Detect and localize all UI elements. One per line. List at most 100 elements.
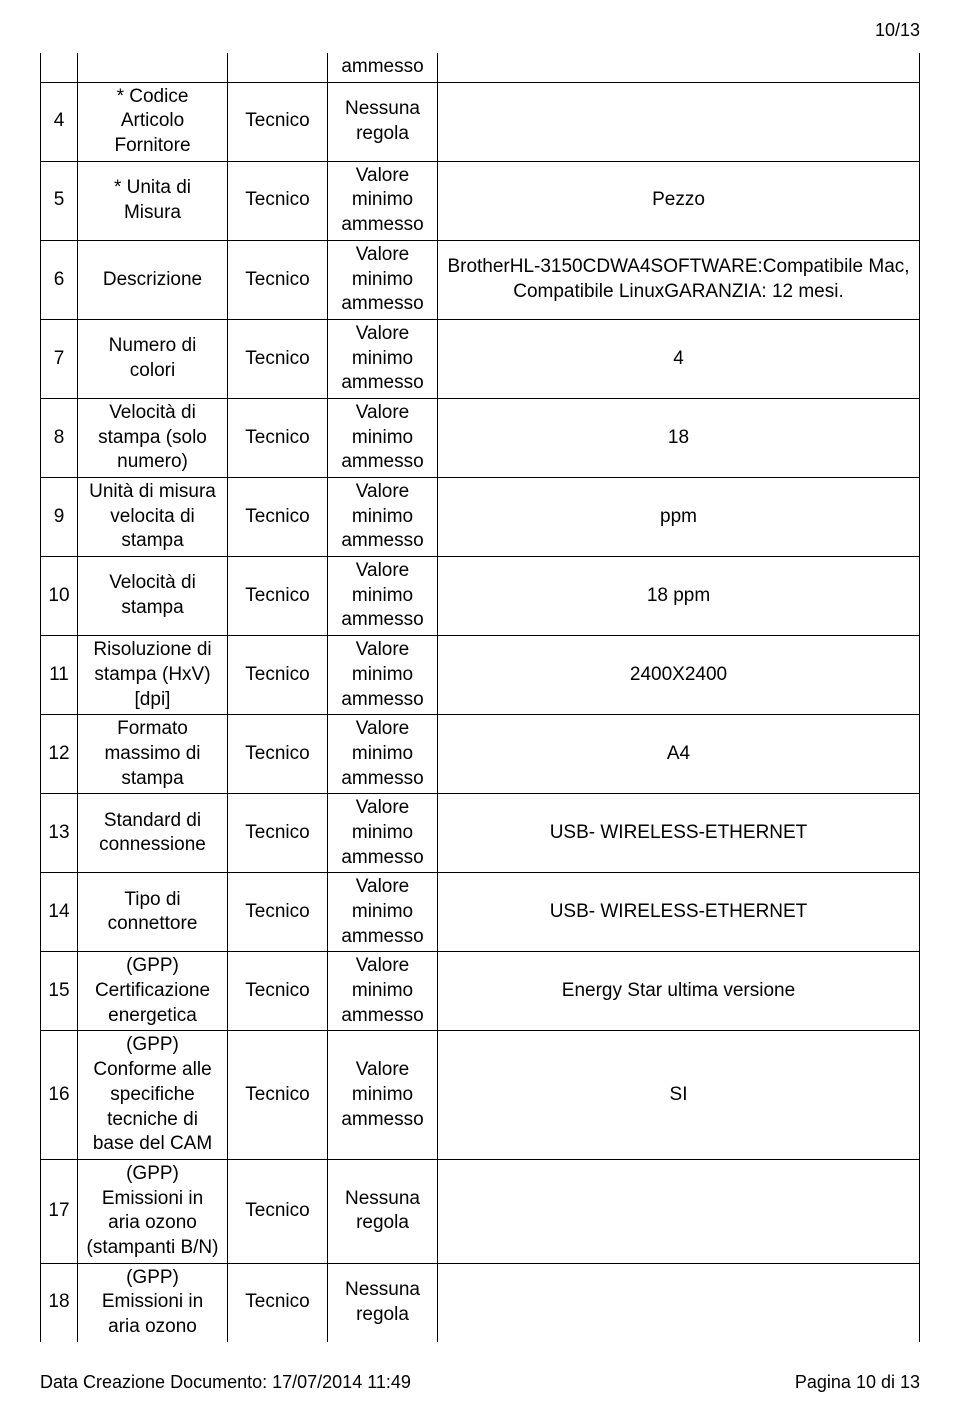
cell-name: (GPP) Conforme alle specifiche tecniche … <box>78 1031 228 1159</box>
cell-regola: Valore minimo ammesso <box>328 636 438 715</box>
table-row: 4* Codice Articolo FornitoreTecnicoNessu… <box>41 82 920 161</box>
cell-ammesso: ammesso <box>328 53 438 82</box>
cell-value <box>438 1159 920 1263</box>
cell-name: Numero di colori <box>78 319 228 398</box>
table-row: 10Velocità di stampaTecnicoValore minimo… <box>41 557 920 636</box>
cell-tecnico: Tecnico <box>228 952 328 1031</box>
cell-name: Risoluzione di stampa (HxV) [dpi] <box>78 636 228 715</box>
cell-value: 2400X2400 <box>438 636 920 715</box>
table-row: 14Tipo di connettoreTecnicoValore minimo… <box>41 873 920 952</box>
cell-regola: Nessuna regola <box>328 1159 438 1263</box>
cell-number: 9 <box>41 478 78 557</box>
table-row: 11Risoluzione di stampa (HxV) [dpi]Tecni… <box>41 636 920 715</box>
cell-number: 15 <box>41 952 78 1031</box>
cell-number: 11 <box>41 636 78 715</box>
cell-name: Descrizione <box>78 240 228 319</box>
cell-value: A4 <box>438 715 920 794</box>
cell-number: 10 <box>41 557 78 636</box>
cell-number: 14 <box>41 873 78 952</box>
cell-value <box>438 82 920 161</box>
cell-value: ppm <box>438 478 920 557</box>
cell-regola: Nessuna regola <box>328 82 438 161</box>
cell-regola: Valore minimo ammesso <box>328 1031 438 1159</box>
cell-name: Velocità di stampa <box>78 557 228 636</box>
cell-number: 17 <box>41 1159 78 1263</box>
cell-regola: Valore minimo ammesso <box>328 715 438 794</box>
cell-regola: Valore minimo ammesso <box>328 873 438 952</box>
cell-value: 4 <box>438 319 920 398</box>
cell-tecnico: Tecnico <box>228 557 328 636</box>
cell-name: * Codice Articolo Fornitore <box>78 82 228 161</box>
cell-empty <box>78 53 228 82</box>
table-row: 15(GPP) Certificazione energeticaTecnico… <box>41 952 920 1031</box>
cell-name: * Unita di Misura <box>78 161 228 240</box>
table-row: 18(GPP) Emissioni in aria ozonoTecnicoNe… <box>41 1263 920 1342</box>
cell-number: 18 <box>41 1263 78 1342</box>
table-row: 16(GPP) Conforme alle specifiche tecnich… <box>41 1031 920 1159</box>
cell-regola: Valore minimo ammesso <box>328 161 438 240</box>
footer-left: Data Creazione Documento: 17/07/2014 11:… <box>40 1372 411 1393</box>
cell-tecnico: Tecnico <box>228 715 328 794</box>
cell-tecnico: Tecnico <box>228 161 328 240</box>
cell-name: Unità di misura velocita di stampa <box>78 478 228 557</box>
table-row: 7Numero di coloriTecnicoValore minimo am… <box>41 319 920 398</box>
cell-regola: Valore minimo ammesso <box>328 478 438 557</box>
table-row: 17(GPP) Emissioni in aria ozono (stampan… <box>41 1159 920 1263</box>
cell-regola: Valore minimo ammesso <box>328 319 438 398</box>
data-table: ammesso 4* Codice Articolo FornitoreTecn… <box>40 53 920 1342</box>
cell-tecnico: Tecnico <box>228 873 328 952</box>
cell-regola: Valore minimo ammesso <box>328 952 438 1031</box>
table-row: 6DescrizioneTecnicoValore minimo ammesso… <box>41 240 920 319</box>
cell-value: 18 ppm <box>438 557 920 636</box>
cell-number: 6 <box>41 240 78 319</box>
cell-number: 4 <box>41 82 78 161</box>
cell-tecnico: Tecnico <box>228 398 328 477</box>
table-row-top: ammesso <box>41 53 920 82</box>
cell-value: BrotherHL-3150CDWA4SOFTWARE:Compatibile … <box>438 240 920 319</box>
cell-number: 12 <box>41 715 78 794</box>
cell-number: 16 <box>41 1031 78 1159</box>
cell-number: 8 <box>41 398 78 477</box>
cell-name: Velocità di stampa (solo numero) <box>78 398 228 477</box>
cell-regola: Valore minimo ammesso <box>328 398 438 477</box>
footer-right: Pagina 10 di 13 <box>795 1372 920 1393</box>
cell-value: 18 <box>438 398 920 477</box>
cell-empty <box>228 53 328 82</box>
cell-regola: Valore minimo ammesso <box>328 557 438 636</box>
cell-regola: Valore minimo ammesso <box>328 240 438 319</box>
cell-number: 7 <box>41 319 78 398</box>
page-indicator: 10/13 <box>40 20 920 41</box>
table-row: 9Unità di misura velocita di stampaTecni… <box>41 478 920 557</box>
cell-tecnico: Tecnico <box>228 636 328 715</box>
table-row: 5* Unita di MisuraTecnicoValore minimo a… <box>41 161 920 240</box>
cell-value: USB- WIRELESS-ETHERNET <box>438 873 920 952</box>
cell-tecnico: Tecnico <box>228 240 328 319</box>
cell-tecnico: Tecnico <box>228 82 328 161</box>
cell-value: Energy Star ultima versione <box>438 952 920 1031</box>
cell-name: Formato massimo di stampa <box>78 715 228 794</box>
table-row: 8Velocità di stampa (solo numero)Tecnico… <box>41 398 920 477</box>
cell-value: USB- WIRELESS-ETHERNET <box>438 794 920 873</box>
cell-value <box>438 1263 920 1342</box>
cell-empty <box>438 53 920 82</box>
cell-regola: Nessuna regola <box>328 1263 438 1342</box>
cell-number: 5 <box>41 161 78 240</box>
table-row: 13Standard di connessioneTecnicoValore m… <box>41 794 920 873</box>
cell-tecnico: Tecnico <box>228 1031 328 1159</box>
cell-value: Pezzo <box>438 161 920 240</box>
cell-name: (GPP) Certificazione energetica <box>78 952 228 1031</box>
cell-tecnico: Tecnico <box>228 478 328 557</box>
cell-regola: Valore minimo ammesso <box>328 794 438 873</box>
cell-value: SI <box>438 1031 920 1159</box>
cell-tecnico: Tecnico <box>228 794 328 873</box>
page-footer: Data Creazione Documento: 17/07/2014 11:… <box>40 1372 920 1393</box>
cell-name: (GPP) Emissioni in aria ozono <box>78 1263 228 1342</box>
cell-name: Tipo di connettore <box>78 873 228 952</box>
table-row: 12Formato massimo di stampaTecnicoValore… <box>41 715 920 794</box>
cell-name: (GPP) Emissioni in aria ozono (stampanti… <box>78 1159 228 1263</box>
cell-name: Standard di connessione <box>78 794 228 873</box>
cell-number: 13 <box>41 794 78 873</box>
cell-tecnico: Tecnico <box>228 319 328 398</box>
cell-empty <box>41 53 78 82</box>
cell-tecnico: Tecnico <box>228 1159 328 1263</box>
